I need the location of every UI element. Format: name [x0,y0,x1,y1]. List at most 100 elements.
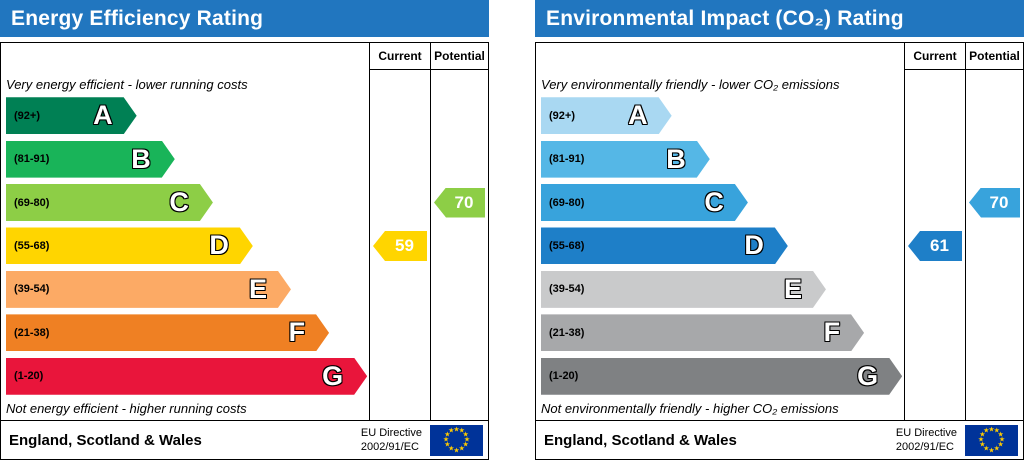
band-row: (69-80) C [541,181,904,224]
band-range: (1-20) [14,370,44,383]
rating-band-b: (81-91) B [541,141,710,178]
eu-flag-star: ★ [988,447,995,454]
eu-flag-star: ★ [983,427,990,435]
potential-column-header: Potential [965,43,1023,70]
band-letter: C [169,187,189,218]
eu-flag-star: ★ [448,445,455,453]
eu-flag-star: ★ [458,445,465,453]
rating-band-c: (69-80) C [541,184,748,221]
band-range: (21-38) [14,326,50,339]
table-footer: England, Scotland & Wales EU Directive 2… [1,420,488,459]
band-letter: B [666,143,686,174]
band-row: (39-54) E [541,268,904,311]
band-row: (81-91) B [6,137,369,180]
band-range: (69-80) [14,196,50,209]
band-row: (21-38) F [541,311,904,354]
rating-band-d: (55-68) D [541,227,788,264]
eu-flag-star: ★ [463,436,471,444]
band-letter: G [857,360,879,391]
rating-band-a: (92+) A [6,97,137,134]
eu-flag-star: ★ [462,441,469,449]
eu-flag-star: ★ [998,436,1006,444]
potential-value-column: 70 [430,70,488,420]
top-note: Very environmentally friendly - lower CO… [541,76,840,92]
band-row: (92+) A [541,94,904,137]
eu-flag: ★ ★ ★ ★ ★ ★ ★ ★ ★ ★ ★ ★ [965,424,1018,456]
eu-flag-star: ★ [444,431,451,439]
band-list: (92+) A (81-91) B (69-80) C (55-68) D (39-54) E (2… [6,94,369,398]
band-range: (92+) [14,109,40,122]
potential-column-header: Potential [430,43,488,70]
eu-flag-star: ★ [993,427,1000,435]
current-column-header: Current [904,43,965,70]
band-letter: D [209,230,229,261]
rating-band-e: (39-54) E [6,271,291,308]
band-range: (55-68) [14,239,50,252]
region-label: England, Scotland & Wales [9,431,202,449]
rating-band-d: (55-68) D [6,227,253,264]
band-range: (81-91) [549,153,585,166]
potential-rating-arrow: 70 [969,187,1020,218]
band-letter: A [628,100,648,131]
eu-directive-label: EU Directive 2002/91/EC [361,426,422,455]
top-note: Very energy efficient - lower running co… [6,76,248,92]
eu-flag-star: ★ [458,427,465,435]
rating-band-g: (1-20) G [541,358,902,395]
rating-band-f: (21-38) F [541,314,864,351]
environmental-impact-panel: Environmental Impact (CO₂) Rating Curren… [535,0,1024,460]
eu-flag-star: ★ [983,445,990,453]
eu-directive-line2: 2002/91/EC [360,441,419,453]
header-spacer [1,43,369,70]
band-letter: F [823,317,841,348]
rating-band-c: (69-80) C [6,184,213,221]
eu-directive-line1: EU Directive [360,426,422,439]
band-letter: G [322,360,344,391]
rating-band-b: (81-91) B [6,141,175,178]
region-label: England, Scotland & Wales [544,431,737,449]
band-range: (39-54) [14,283,50,296]
band-range: (1-20) [549,370,579,383]
eu-flag-star: ★ [979,441,986,449]
eu-flag-star: ★ [979,431,986,439]
band-letter: D [744,230,764,261]
band-range: (69-80) [549,196,585,209]
energy-efficiency-panel: Energy Efficiency Rating Current Potenti… [0,0,489,460]
eu-flag-star: ★ [442,436,450,444]
band-range: (81-91) [14,153,50,166]
rating-band-g: (1-20) G [6,358,367,395]
eu-flag-star: ★ [453,426,460,433]
band-range: (21-38) [549,326,585,339]
current-rating-arrow: 61 [908,230,962,261]
band-row: (81-91) B [541,137,904,180]
band-letter: C [704,187,724,218]
chart-title: Environmental Impact (CO₂) Rating [535,0,1024,37]
potential-value-column: 70 [965,70,1023,420]
bottom-note: Not energy efficient - higher running co… [6,400,247,416]
band-row: (69-80) C [6,181,369,224]
band-row: (21-38) F [6,311,369,354]
eu-flag-star: ★ [997,431,1004,439]
eu-flag-star: ★ [997,441,1004,449]
band-range: (39-54) [549,283,585,296]
eu-directive-line1: EU Directive [895,426,957,439]
band-row: (39-54) E [6,268,369,311]
eu-directive-label: EU Directive 2002/91/EC [896,426,957,455]
current-value-column: 59 [369,70,430,420]
band-letter: B [131,143,151,174]
current-rating-arrow: 59 [373,230,427,261]
bottom-note: Not environmentally friendly - higher CO… [541,400,839,416]
band-area: Very environmentally friendly - lower CO… [536,70,904,420]
band-letter: F [288,317,306,348]
chart-title: Energy Efficiency Rating [0,0,489,37]
rating-table: Current Potential Very environmentally f… [535,42,1024,460]
rating-band-a: (92+) A [541,97,672,134]
eu-flag-star: ★ [993,445,1000,453]
current-column-header: Current [369,43,430,70]
band-row: (92+) A [6,94,369,137]
band-range: (55-68) [549,239,585,252]
potential-rating-arrow: 70 [434,187,485,218]
eu-directive-line2: 2002/91/EC [895,441,954,453]
eu-flag-star: ★ [453,447,460,454]
table-footer: England, Scotland & Wales EU Directive 2… [536,420,1023,459]
